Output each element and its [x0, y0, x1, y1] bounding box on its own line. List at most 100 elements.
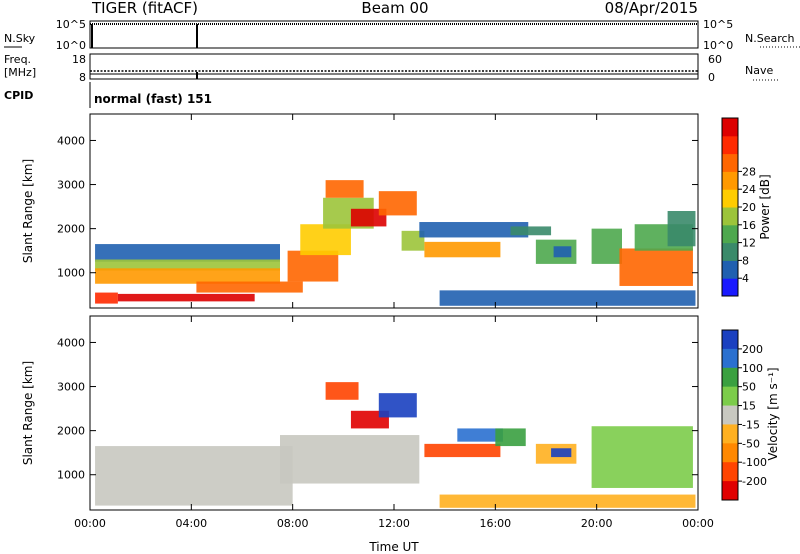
velocity-data-patch — [591, 426, 693, 488]
power-data-patch — [196, 281, 303, 293]
power-data-patch — [419, 222, 529, 238]
velocity-colorbar-tick-label: 15 — [742, 400, 756, 413]
power-ytick-label: 3000 — [57, 179, 85, 192]
power-data-patch — [667, 211, 696, 247]
velocity-data-layer — [95, 382, 696, 508]
power-data-patch — [350, 208, 387, 227]
cpid-label: CPID — [4, 89, 33, 102]
power-colorbar-swatch — [722, 278, 738, 297]
power-data-patch — [117, 293, 255, 302]
velocity-plot: 1000 2000 3000 4000 00:00 04:00 08:00 12:00 16:0… — [21, 315, 714, 554]
nave-tick-bottom: 0 — [708, 71, 715, 84]
nsearch-tick-top: 10^5 — [703, 18, 733, 31]
power-data-patch — [619, 248, 693, 286]
power-data-patch — [401, 230, 425, 251]
power-colorbar-label: Power [dB] — [758, 174, 772, 239]
velocity-colorbar-swatches — [722, 330, 738, 501]
power-colorbar-tick-label: 24 — [742, 183, 756, 196]
velocity-ytick-label: 2000 — [57, 425, 85, 438]
power-colorbar-swatch — [722, 153, 738, 172]
power-data-patch — [287, 250, 339, 282]
freq-tick-top: 18 — [72, 53, 86, 66]
freq-panel: Freq. [MHz] 18 8 60 0 Nave — [4, 53, 780, 84]
velocity-xtick-label: 04:00 — [175, 517, 207, 530]
velocity-data-patch — [495, 428, 526, 447]
velocity-xtick-label: 08:00 — [277, 517, 309, 530]
nsky-tick-bottom: 10^0 — [56, 39, 86, 52]
velocity-colorbar-swatch — [722, 443, 738, 463]
velocity-colorbar-tick-label: -50 — [742, 437, 760, 450]
freq-label: Freq. — [4, 53, 31, 66]
power-data-patch — [510, 226, 552, 236]
velocity-colorbar-swatch — [722, 330, 738, 350]
velocity-colorbar-swatch — [722, 386, 738, 407]
velocity-xtick-label: 00:00 — [74, 517, 106, 530]
velocity-ytick-label: 4000 — [57, 336, 85, 349]
cpid-value: normal (fast) 151 — [94, 92, 212, 106]
power-colorbar-swatch — [722, 242, 738, 261]
power-colorbar-swatch — [722, 135, 738, 155]
velocity-ylabel: Slant Range [km] — [21, 361, 35, 465]
velocity-xtick-label: 16:00 — [479, 517, 511, 530]
power-colorbar-tick-label: 16 — [742, 219, 756, 232]
velocity-data-patch — [551, 448, 572, 458]
velocity-colorbar-label: Velocity [m s⁻¹] — [766, 367, 780, 460]
power-colorbar-swatches — [722, 118, 738, 297]
velocity-xtick-label: 00:00 — [682, 517, 714, 530]
beam-label: Beam 00 — [361, 0, 428, 17]
power-data-patch — [591, 228, 622, 264]
velocity-data-patch — [424, 443, 501, 458]
nsearch-tick-bottom: 10^0 — [703, 39, 733, 52]
power-data-patch — [95, 292, 118, 304]
power-colorbar-tick-label: 12 — [742, 237, 756, 250]
power-colorbar-tick-label: 8 — [742, 254, 749, 267]
power-data-patch — [424, 241, 501, 258]
velocity-axes: 1000 2000 3000 4000 00:00 04:00 08:00 12:00 16:0… — [57, 316, 714, 530]
velocity-colorbar-swatch — [722, 462, 738, 482]
power-colorbar-swatch — [722, 224, 738, 244]
nsky-panel: N.Sky 10^5 10^0 10^5 10^0 N.Search — [4, 18, 800, 52]
cpid-panel: CPID normal (fast) 151 — [4, 82, 212, 108]
power-ytick-label: 4000 — [57, 134, 85, 147]
velocity-colorbar-tick-label: -100 — [742, 456, 767, 469]
power-colorbar: 4 8 12 16 20 24 28 Power [dB] — [721, 117, 772, 297]
power-colorbar-swatch — [722, 118, 738, 137]
power-ylabel: Slant Range [km] — [21, 159, 35, 263]
power-data-patch — [300, 224, 351, 256]
velocity-data-patch — [457, 428, 503, 442]
nave-tick-top: 60 — [708, 53, 722, 66]
radar-title: TIGER (fitACF) — [91, 0, 198, 17]
power-data-patch — [439, 290, 696, 306]
velocity-data-patch — [95, 446, 293, 506]
power-ytick-label: 2000 — [57, 223, 85, 236]
freq-tick-bottom: 8 — [79, 71, 86, 84]
power-data-patch — [95, 259, 280, 271]
power-data-patch — [325, 180, 364, 198]
power-data-patch — [378, 191, 417, 216]
power-colorbar-swatch — [722, 207, 738, 226]
power-plot: 1000 2000 3000 4000 Slant Range [km] — [21, 113, 699, 309]
velocity-data-patch — [439, 494, 696, 508]
power-data-patch — [95, 244, 280, 262]
power-colorbar-tick-label: 4 — [742, 272, 749, 285]
velocity-data-patch — [378, 393, 417, 418]
power-colorbar-tick-label: 20 — [742, 201, 756, 214]
velocity-ytick-label: 1000 — [57, 469, 85, 482]
velocity-colorbar-swatch — [722, 481, 738, 501]
velocity-colorbar-swatch — [722, 424, 738, 444]
power-axes: 1000 2000 3000 4000 — [57, 114, 699, 308]
velocity-ytick-label: 3000 — [57, 381, 85, 394]
velocity-colorbar-swatch — [722, 367, 738, 388]
power-colorbar-swatch — [722, 260, 738, 279]
date-label: 08/Apr/2015 — [605, 0, 698, 17]
nsearch-label: N.Search — [745, 32, 795, 45]
power-colorbar-ticks: 4 8 12 16 20 24 28 — [738, 165, 756, 285]
velocity-colorbar-tick-label: -200 — [742, 475, 767, 488]
velocity-data-patch — [280, 435, 420, 484]
velocity-colorbar-tick-label: 200 — [742, 343, 763, 356]
nsky-tick-top: 10^5 — [56, 18, 86, 31]
nave-label: Nave — [745, 64, 773, 77]
time-axis-label: Time UT — [368, 540, 419, 554]
power-colorbar-swatch — [722, 171, 738, 190]
